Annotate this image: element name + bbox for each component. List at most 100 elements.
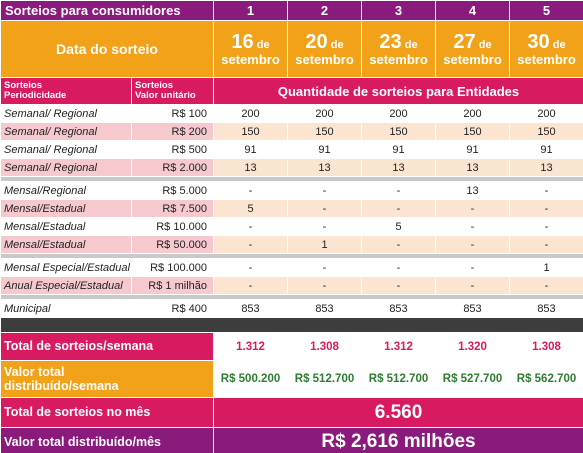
table-row: Mensal/Estadual R$ 7.500 5- - - - xyxy=(1,200,583,217)
date-de: de xyxy=(478,38,492,51)
quantity-cell: 200 xyxy=(436,105,509,122)
weekly-total-value: 1.308 xyxy=(288,333,361,360)
weekly-value-amount: R$ 500.200 xyxy=(214,361,287,397)
weekly-value-amount: R$ 512.700 xyxy=(362,361,435,397)
periodicity-cell: Semanal/ Regional xyxy=(1,123,131,140)
quantity-cell: 200 xyxy=(510,105,583,122)
quantity-cell: - xyxy=(288,277,361,294)
period-header-line1: Sorteios xyxy=(4,79,43,91)
table-row: Mensal/Estadual R$ 10.000- -5- - xyxy=(1,218,583,235)
draw-date-2: 20 de setembro xyxy=(288,21,361,77)
monthly-total-label: Total de sorteios no mês xyxy=(1,398,213,427)
weekly-total-value: 1.308 xyxy=(510,333,583,360)
date-de: de xyxy=(552,38,566,51)
date-month: setembro xyxy=(221,51,280,67)
quantity-cell: 853 xyxy=(288,300,361,317)
periodicity-cell: Mensal Especial/Estadual xyxy=(1,259,131,276)
monthly-value-amount: R$ 2,616 milhões xyxy=(214,428,583,453)
quantity-cell: - xyxy=(510,218,583,235)
monthly-total-value: 6.560 xyxy=(214,398,583,427)
quantity-cell: - xyxy=(362,200,435,217)
unit-value-header-line1: Sorteios xyxy=(135,79,174,91)
quantity-cell: 13 xyxy=(436,182,509,199)
period-header-line2: Periodicidade xyxy=(4,90,67,101)
totals-separator xyxy=(1,318,583,332)
quantity-cell: - xyxy=(510,182,583,199)
quantity-cell: 5 xyxy=(362,218,435,235)
divider xyxy=(1,254,583,258)
quantity-cell: 150 xyxy=(510,123,583,140)
quantity-cell: 13 xyxy=(362,159,435,176)
quantity-cell: 150 xyxy=(436,123,509,140)
draw-date-label: Data do sorteio xyxy=(1,21,213,77)
table-row: Mensal/Regional R$ 5.000- - -13- xyxy=(1,182,583,199)
monthly-total-row: Total de sorteios no mês 6.560 xyxy=(1,398,583,427)
quantity-cell: 13 xyxy=(288,159,361,176)
draw-date-3: 23 de setembro xyxy=(362,21,435,77)
table-row: Semanal/ Regional R$ 500 91 91 91 91 91 xyxy=(1,141,583,158)
divider xyxy=(1,177,583,181)
quantity-cell: 853 xyxy=(436,300,509,317)
date-day: 23 xyxy=(379,30,402,53)
periodicity-cell: Municipal xyxy=(1,300,131,317)
quantity-cell: - xyxy=(362,182,435,199)
group-separator xyxy=(1,295,583,299)
date-month: setembro xyxy=(517,51,576,67)
quantity-cell: 91 xyxy=(288,141,361,158)
weekly-total-value: 1.312 xyxy=(362,333,435,360)
date-de: de xyxy=(404,38,418,51)
quantity-cell: 13 xyxy=(436,159,509,176)
group-separator xyxy=(1,254,583,258)
weekly-value-amount: R$ 562.700 xyxy=(510,361,583,397)
weekly-total-value: 1.320 xyxy=(436,333,509,360)
quantity-cell: - xyxy=(436,259,509,276)
quantity-cell: 853 xyxy=(362,300,435,317)
quantity-cell: - xyxy=(362,277,435,294)
date-month: setembro xyxy=(443,51,502,67)
quantity-cell: 1 xyxy=(510,259,583,276)
column-number-2: 2 xyxy=(288,1,361,20)
unit-value-cell: R$ 1 milhão xyxy=(132,277,213,294)
quantity-cell: - xyxy=(214,259,287,276)
group-separator xyxy=(1,177,583,181)
quantity-cell: - xyxy=(288,218,361,235)
quantity-cell: - xyxy=(288,200,361,217)
quantity-cell: - xyxy=(510,200,583,217)
date-day: 27 xyxy=(453,30,476,53)
weekly-value-label: Valor total distribuído/semana xyxy=(1,361,213,397)
unit-value-cell: R$ 7.500 xyxy=(132,200,213,217)
quantity-cell: - xyxy=(214,277,287,294)
weekly-total-value: 1.312 xyxy=(214,333,287,360)
quantity-cell: 91 xyxy=(214,141,287,158)
weekly-value-label-line1: Valor total xyxy=(4,364,65,379)
unit-value-cell: R$ 10.000 xyxy=(132,218,213,235)
column-number-5: 5 xyxy=(510,1,583,20)
quantity-cell: - xyxy=(214,236,287,253)
unit-value-cell: R$ 5.000 xyxy=(132,182,213,199)
date-month: setembro xyxy=(369,51,428,67)
quantity-cell: - xyxy=(214,182,287,199)
date-month: setembro xyxy=(295,51,354,67)
quantity-cell: 5 xyxy=(214,200,287,217)
quantity-cell: 150 xyxy=(214,123,287,140)
monthly-value-label: Valor total distribuído/mês xyxy=(1,428,213,453)
unit-value-header: Sorteios Valor unitário xyxy=(132,78,213,104)
periodicity-cell: Anual Especial/Estadual xyxy=(1,277,131,294)
quantity-cell: 13 xyxy=(214,159,287,176)
unit-value-header-line2: Valor unitário xyxy=(135,90,196,101)
table-row: Mensal Especial/Estadual R$ 100.000- - - -1 xyxy=(1,259,583,276)
quantity-cell: 91 xyxy=(362,141,435,158)
table-title: Sorteios para consumidores xyxy=(1,1,213,20)
quantity-cell: 13 xyxy=(510,159,583,176)
quantity-cell: 853 xyxy=(214,300,287,317)
header-row: Sorteios para consumidores 1 2 3 4 5 xyxy=(1,1,583,20)
unit-value-cell: R$ 100 xyxy=(132,105,213,122)
draw-date-5: 30 de setembro xyxy=(510,21,583,77)
periodicity-cell: Semanal/ Regional xyxy=(1,141,131,158)
unit-value-cell: R$ 200 xyxy=(132,123,213,140)
quantity-cell: 91 xyxy=(510,141,583,158)
monthly-value-row: Valor total distribuído/mês R$ 2,616 milh… xyxy=(1,428,583,453)
quantity-cell: 1 xyxy=(288,236,361,253)
unit-value-cell: R$ 500 xyxy=(132,141,213,158)
